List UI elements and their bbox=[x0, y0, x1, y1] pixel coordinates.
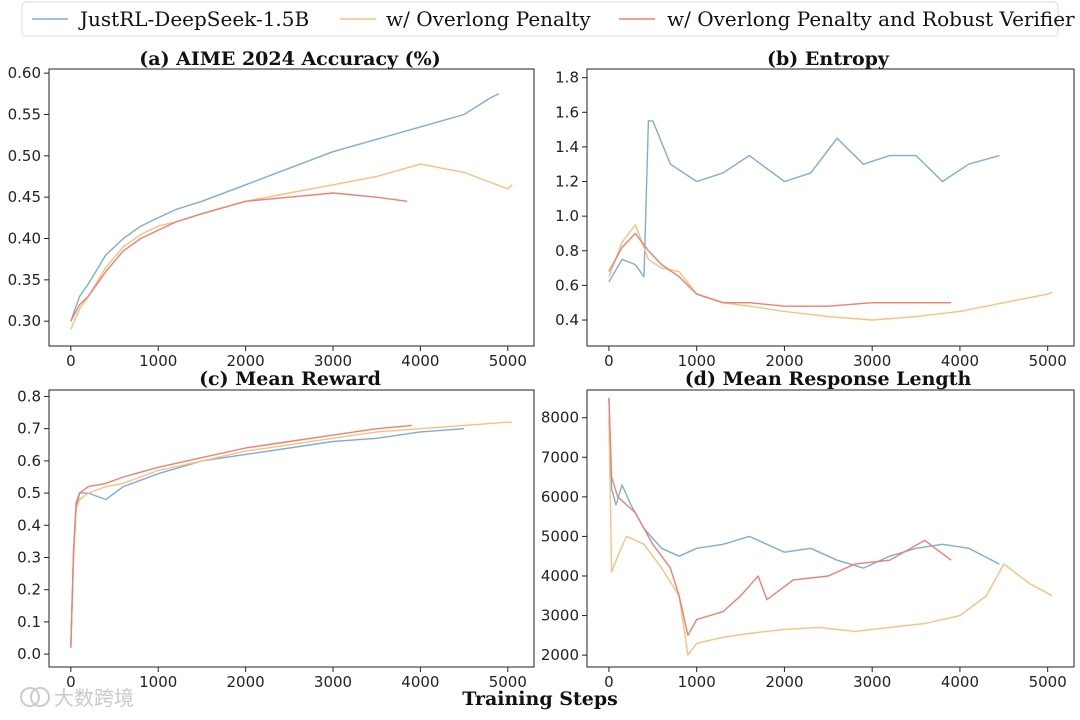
y-tick-label: 0.6 bbox=[17, 452, 41, 470]
watermark-logo-icon bbox=[20, 687, 40, 707]
y-tick-label: 0.60 bbox=[8, 64, 41, 82]
series-line-justrl bbox=[608, 397, 1000, 569]
series-line-robust bbox=[608, 397, 952, 636]
x-tick-label: 3000 bbox=[314, 673, 352, 691]
x-tick-label: 4000 bbox=[941, 673, 979, 691]
x-tick-label: 4000 bbox=[941, 352, 979, 370]
y-tick-label: 0.35 bbox=[8, 271, 41, 289]
y-tick-label: 0.30 bbox=[8, 312, 41, 330]
y-tick-label: 1.4 bbox=[555, 138, 579, 156]
panel-c: (c) Mean Reward 0 1000 2000 3000 4000 5000 0.0… bbox=[17, 368, 535, 691]
series-line-overlong bbox=[608, 417, 1053, 656]
panel-a-ticks: 0 1000 2000 3000 4000 5000 0.30 0.35 0.40 0.45 0.5… bbox=[8, 64, 527, 370]
x-tick-label: 5000 bbox=[1029, 352, 1067, 370]
y-tick-label: 0.55 bbox=[8, 105, 41, 123]
series-line-overlong bbox=[70, 163, 513, 330]
x-tick-label: 0 bbox=[66, 352, 76, 370]
y-tick-label: 0.45 bbox=[8, 188, 41, 206]
y-tick-label: 4000 bbox=[541, 567, 579, 585]
y-tick-label: 0.6 bbox=[555, 276, 579, 294]
panel-d: (d) Mean Response Length 0 1000 2000 3000 40… bbox=[541, 368, 1075, 691]
legend-frame bbox=[21, 1, 1059, 37]
y-tick-label: 5000 bbox=[541, 527, 579, 545]
y-tick-label: 0.5 bbox=[17, 484, 41, 502]
y-tick-label: 1.0 bbox=[555, 207, 579, 225]
series-line-justrl bbox=[70, 428, 465, 648]
y-tick-label: 1.6 bbox=[555, 103, 579, 121]
x-tick-label: 2000 bbox=[227, 352, 265, 370]
y-tick-label: 7000 bbox=[541, 448, 579, 466]
panel-c-title: (c) Mean Reward bbox=[199, 368, 381, 390]
x-tick-label: 0 bbox=[604, 673, 614, 691]
y-tick-label: 0.4 bbox=[17, 516, 41, 534]
panel-d-ticks: 0 1000 2000 3000 4000 5000 2000 3000 4000 5000 600… bbox=[541, 409, 1067, 691]
series-line-justrl bbox=[70, 93, 500, 322]
panel-b-frame bbox=[586, 68, 1075, 347]
y-tick-label: 8000 bbox=[541, 409, 579, 427]
x-tick-label: 3000 bbox=[853, 673, 891, 691]
legend-label-robust: w/ Overlong Penalty and Robust Verifier bbox=[667, 7, 1075, 31]
x-axis-label: Training Steps bbox=[462, 688, 618, 710]
series-line-robust bbox=[70, 192, 408, 322]
watermark-text: 大数跨境 bbox=[54, 686, 134, 710]
panel-c-frame bbox=[48, 389, 535, 668]
x-tick-label: 5000 bbox=[489, 352, 527, 370]
x-tick-label: 4000 bbox=[401, 673, 439, 691]
x-tick-label: 4000 bbox=[401, 352, 439, 370]
watermark-logo-ring-icon bbox=[30, 687, 50, 707]
x-tick-label: 0 bbox=[604, 352, 614, 370]
x-tick-label: 3000 bbox=[314, 352, 352, 370]
panel-a-series bbox=[70, 93, 513, 330]
legend-label-overlong: w/ Overlong Penalty bbox=[386, 7, 591, 31]
panel-d-frame bbox=[586, 389, 1075, 668]
y-tick-label: 1.2 bbox=[555, 173, 579, 191]
y-tick-label: 0.7 bbox=[17, 420, 41, 438]
x-tick-label: 2000 bbox=[765, 673, 803, 691]
x-tick-label: 1000 bbox=[678, 352, 716, 370]
x-tick-label: 2000 bbox=[765, 352, 803, 370]
series-line-overlong bbox=[70, 421, 513, 648]
series-line-overlong bbox=[608, 224, 1053, 321]
y-tick-label: 0.8 bbox=[17, 387, 41, 405]
panel-a-title: (a) AIME 2024 Accuracy (%) bbox=[139, 48, 440, 70]
panel-d-series bbox=[608, 397, 1053, 656]
y-tick-label: 0.8 bbox=[555, 242, 579, 260]
panel-b: (b) Entropy 0 1000 2000 3000 4000 50000.40.60… bbox=[555, 48, 1075, 370]
y-tick-label: 0.2 bbox=[17, 581, 41, 599]
legend: JustRL-DeepSeek-1.5B w/ Overlong Penalty… bbox=[21, 1, 1075, 37]
legend-label-justrl: JustRL-DeepSeek-1.5B bbox=[78, 7, 309, 31]
panel-c-ticks: 0 1000 2000 3000 4000 5000 0.0 0.1 0.2 0.3 0.4 0.5 0… bbox=[17, 387, 527, 691]
panel-c-series bbox=[70, 421, 513, 648]
y-tick-label: 0.3 bbox=[17, 548, 41, 566]
x-tick-label: 5000 bbox=[489, 673, 527, 691]
series-line-robust bbox=[608, 232, 952, 307]
y-tick-label: 0.4 bbox=[555, 311, 579, 329]
y-tick-label: 0.1 bbox=[17, 613, 41, 631]
y-tick-label: 0.0 bbox=[17, 645, 41, 663]
panel-a-frame bbox=[48, 68, 535, 347]
panel-b-ticks: 0 1000 2000 3000 4000 5000 0.4 0.6 0.8 1.0 1.2 1.4 1… bbox=[555, 69, 1067, 370]
watermark: 大数跨境 bbox=[20, 686, 134, 710]
y-tick-label: 0.40 bbox=[8, 230, 41, 248]
series-line-robust bbox=[70, 424, 412, 648]
y-tick-label: 2000 bbox=[541, 646, 579, 664]
x-tick-label: 1000 bbox=[678, 673, 716, 691]
panel-a: (a) AIME 2024 Accuracy (%) 0 1000 2000 3000… bbox=[8, 48, 535, 370]
x-tick-label: 2000 bbox=[227, 673, 265, 691]
panel-d-title: (d) Mean Response Length bbox=[685, 368, 972, 390]
x-tick-label: 1000 bbox=[139, 673, 177, 691]
x-tick-label: 3000 bbox=[853, 352, 891, 370]
panel-b-series bbox=[608, 120, 1053, 321]
x-tick-label: 1000 bbox=[139, 352, 177, 370]
x-tick-label: 0 bbox=[66, 673, 76, 691]
y-tick-label: 1.8 bbox=[555, 69, 579, 87]
x-tick-label: 5000 bbox=[1029, 673, 1067, 691]
panel-b-title: (b) Entropy bbox=[767, 48, 890, 70]
y-tick-label: 0.50 bbox=[8, 147, 41, 165]
series-line-justrl bbox=[608, 120, 1000, 283]
y-tick-label: 3000 bbox=[541, 607, 579, 625]
y-tick-label: 6000 bbox=[541, 488, 579, 506]
